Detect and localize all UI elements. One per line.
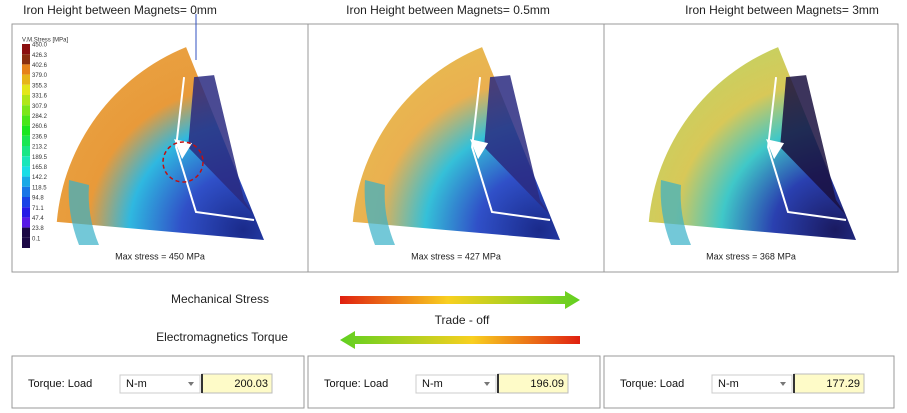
magnet-slot bbox=[484, 75, 550, 216]
legend-swatch bbox=[22, 74, 30, 85]
panel-title: Iron Height between Magnets= 0mm bbox=[23, 3, 217, 17]
rotor-inner bbox=[364, 180, 395, 245]
panel-title: Iron Height between Magnets= 0.5mm bbox=[346, 3, 550, 17]
legend-swatch bbox=[22, 44, 30, 55]
legend-label: 213.2 bbox=[32, 145, 48, 151]
unit-dropdown[interactable] bbox=[711, 374, 793, 394]
legend-swatch bbox=[22, 125, 30, 136]
tradeoff-top: Mechanical Stress bbox=[171, 292, 269, 306]
legend-label: 71.1 bbox=[32, 206, 44, 212]
legend-swatch bbox=[22, 105, 30, 116]
rotor-section bbox=[56, 47, 264, 241]
panel-caption: Max stress = 450 MPa bbox=[115, 251, 205, 261]
rotor-section bbox=[648, 47, 856, 241]
legend-swatch bbox=[22, 186, 30, 197]
legend-swatch bbox=[22, 84, 30, 95]
tradeoff-center: Trade - off bbox=[435, 313, 490, 327]
torque-value: 200.03 bbox=[234, 378, 268, 390]
legend-swatch bbox=[22, 217, 30, 228]
legend-swatch bbox=[22, 146, 30, 157]
magnet-slot bbox=[780, 75, 846, 216]
bridge bbox=[470, 139, 489, 160]
legend-label: 94.8 bbox=[32, 196, 44, 202]
panel-caption: Max stress = 368 MPa bbox=[706, 251, 796, 261]
legend-label: 260.6 bbox=[32, 124, 48, 130]
legend-label: 189.5 bbox=[32, 155, 48, 161]
legend-label: 426.3 bbox=[32, 53, 48, 59]
legend-label: 355.3 bbox=[32, 83, 48, 89]
panel-caption: Max stress = 427 MPa bbox=[411, 251, 501, 261]
torque-label: Torque: Load bbox=[28, 378, 92, 390]
unit-text: N-m bbox=[718, 378, 739, 390]
unit-text: N-m bbox=[126, 378, 147, 390]
magnet-slot bbox=[188, 75, 254, 216]
unit-dropdown[interactable] bbox=[119, 374, 201, 394]
legend-swatch bbox=[22, 115, 30, 126]
legend-label: 236.9 bbox=[32, 134, 48, 140]
legend-swatch bbox=[22, 156, 30, 167]
magnet bbox=[471, 77, 551, 221]
legend-swatch bbox=[22, 95, 30, 106]
bridge bbox=[766, 139, 785, 160]
legend-swatch bbox=[22, 135, 30, 146]
legend-label: 450.0 bbox=[32, 43, 48, 49]
legend-swatch bbox=[22, 207, 30, 218]
legend-swatch bbox=[22, 54, 30, 65]
bridge bbox=[174, 139, 193, 160]
dropdown-arrow bbox=[780, 382, 786, 386]
legend-label: 284.2 bbox=[32, 114, 48, 120]
dropdown-arrow bbox=[484, 382, 490, 386]
torque-label: Torque: Load bbox=[620, 378, 684, 390]
torque-value: 196.09 bbox=[530, 378, 564, 390]
arrow-left bbox=[340, 331, 580, 349]
rotor-inner bbox=[68, 180, 99, 245]
legend-swatch bbox=[22, 176, 30, 187]
unit-dropdown[interactable] bbox=[415, 374, 497, 394]
legend-label: 402.6 bbox=[32, 63, 48, 69]
legend-label: 23.8 bbox=[32, 226, 44, 232]
legend-label: 307.9 bbox=[32, 104, 48, 110]
legend-swatch bbox=[22, 237, 30, 248]
legend-label: 331.6 bbox=[32, 94, 48, 100]
legend-label: 142.2 bbox=[32, 175, 48, 181]
magnet bbox=[767, 77, 847, 221]
tradeoff-bottom: Electromagnetics Torque bbox=[156, 330, 288, 344]
legend-label: 118.5 bbox=[32, 185, 47, 191]
torque-label: Torque: Load bbox=[324, 378, 388, 390]
legend-label: 165.8 bbox=[32, 165, 48, 171]
magnet bbox=[175, 77, 255, 221]
legend-swatch bbox=[22, 166, 30, 177]
legend-swatch bbox=[22, 227, 30, 238]
legend-swatch bbox=[22, 197, 30, 208]
legend-label: 47.4 bbox=[32, 216, 44, 222]
highlight bbox=[162, 141, 204, 183]
torque-value: 177.29 bbox=[826, 378, 860, 390]
panel-title: Iron Height between Magnets= 3mm bbox=[685, 3, 879, 17]
rotor-section bbox=[352, 47, 560, 241]
legend-label: 379.0 bbox=[32, 73, 48, 79]
rotor-inner bbox=[660, 180, 691, 245]
panel-frame bbox=[11, 23, 899, 273]
legend-title: V.M.Stress [MPa] bbox=[22, 38, 68, 44]
legend-swatch bbox=[22, 64, 30, 75]
legend-label: 0.1 bbox=[32, 236, 41, 242]
unit-text: N-m bbox=[422, 378, 443, 390]
dropdown-arrow bbox=[188, 382, 194, 386]
arrow-right bbox=[340, 291, 580, 309]
